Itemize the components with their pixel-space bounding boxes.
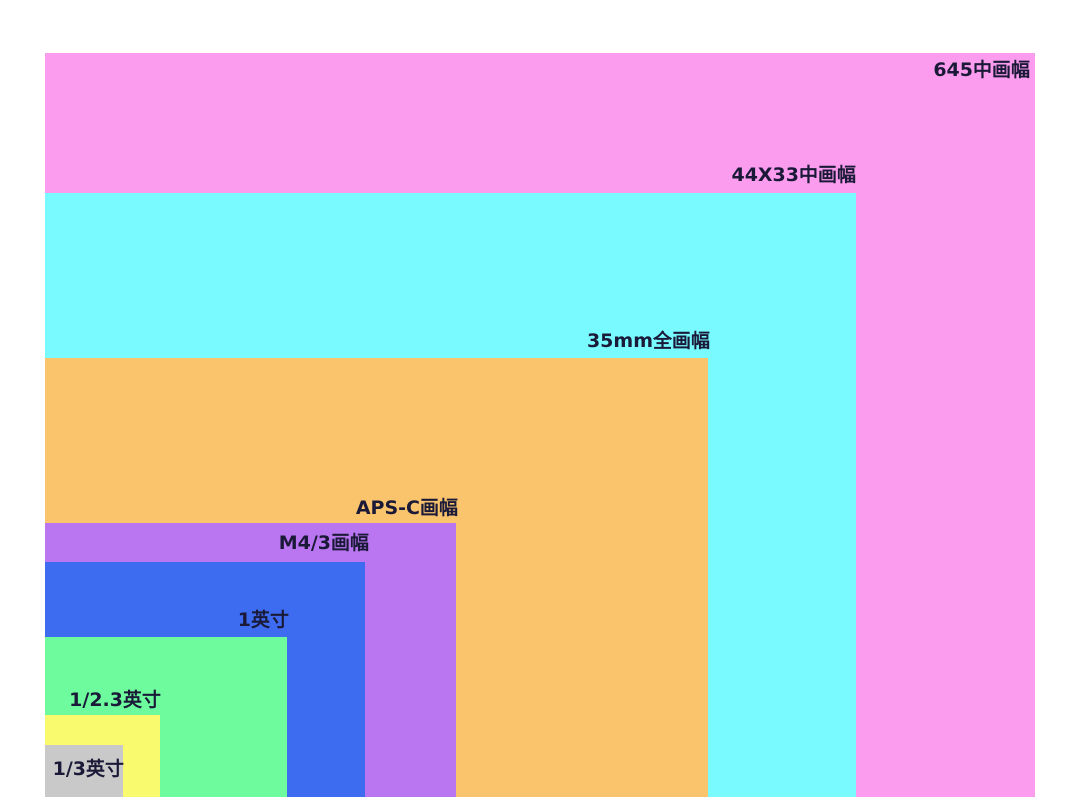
format-label-35mm-full-frame: 35mm全画幅 — [586, 330, 710, 352]
format-label-aps-c: APS-C画幅 — [355, 497, 458, 519]
format-label-1-inch: 1英寸 — [237, 609, 289, 631]
format-label-645-medium-format: 645中画幅 — [933, 59, 1030, 81]
format-label-m43: M4/3画幅 — [278, 532, 369, 554]
format-label-1-2.3-inch: 1/2.3英寸 — [69, 689, 161, 711]
format-rect-1-3-inch — [45, 745, 123, 797]
format-label-44x33-medium-format: 44X33中画幅 — [731, 164, 856, 186]
format-label-1-3-inch: 1/3英寸 — [52, 758, 124, 780]
